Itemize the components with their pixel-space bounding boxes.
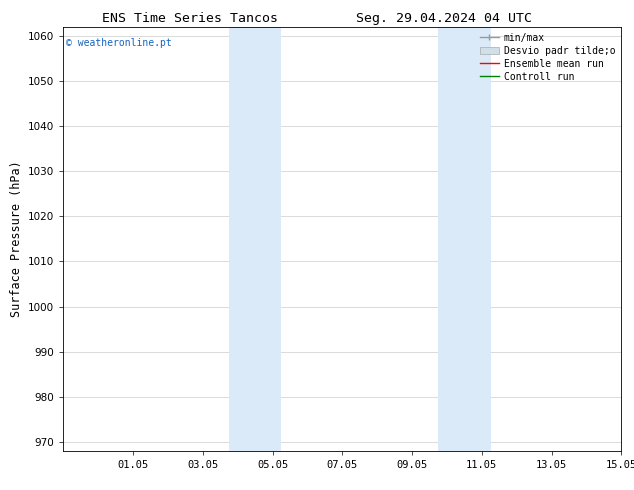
Text: ENS Time Series Tancos: ENS Time Series Tancos	[102, 12, 278, 25]
Text: © weatheronline.pt: © weatheronline.pt	[66, 38, 172, 48]
Legend: min/max, Desvio padr tilde;o, Ensemble mean run, Controll run: min/max, Desvio padr tilde;o, Ensemble m…	[476, 29, 619, 85]
Y-axis label: Surface Pressure (hPa): Surface Pressure (hPa)	[10, 161, 23, 317]
Text: Seg. 29.04.2024 04 UTC: Seg. 29.04.2024 04 UTC	[356, 12, 532, 25]
Bar	[229, 27, 281, 451]
Bar	[438, 27, 491, 451]
